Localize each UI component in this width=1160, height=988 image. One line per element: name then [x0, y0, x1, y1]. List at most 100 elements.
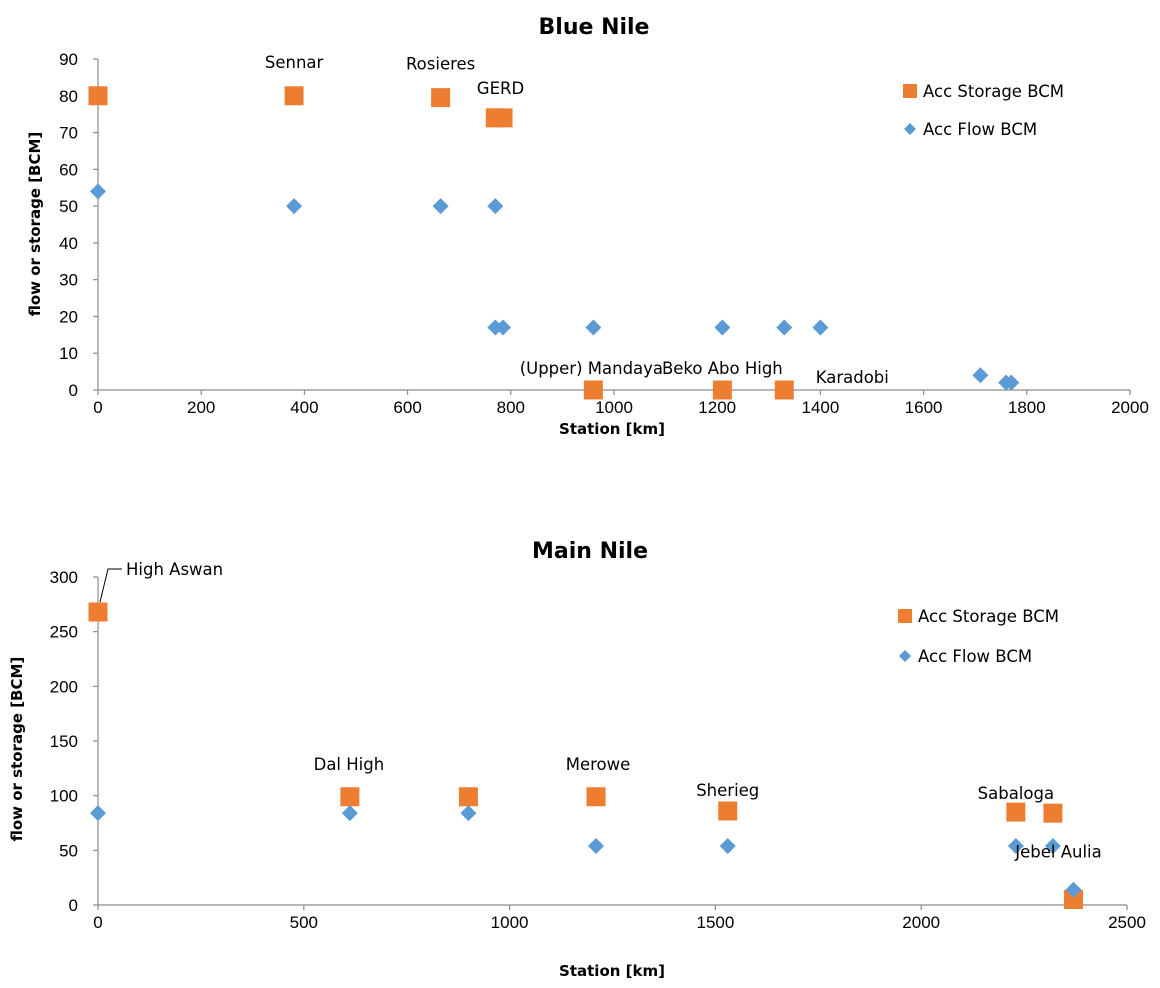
x-tick-label: 2500	[1108, 913, 1146, 932]
legend-swatch-storage	[898, 609, 912, 623]
y-tick-label: 90	[59, 50, 78, 69]
blue-nile-chart: Blue Nile flow or storage [BCM] Station …	[26, 15, 1149, 438]
y-axis-title: flow or storage [BCM]	[8, 657, 26, 842]
storage-point	[458, 787, 478, 807]
legend-label: Acc Storage BCM	[918, 607, 1059, 626]
data-marks	[88, 602, 1083, 910]
x-tick-label: 800	[497, 398, 525, 417]
legend-label: Acc Flow BCM	[918, 647, 1032, 666]
legend-swatch-storage	[903, 84, 917, 98]
storage-point	[1043, 803, 1063, 823]
storage-point	[1006, 802, 1026, 822]
point-label: Sabaloga	[978, 784, 1054, 803]
flow-point	[1007, 837, 1024, 854]
flow-point	[719, 837, 736, 854]
point-label: Sherieg	[696, 781, 759, 800]
point-label: Rosieres	[406, 55, 475, 74]
y-tick-label: 80	[59, 87, 78, 106]
flow-point	[286, 198, 303, 215]
flow-point	[90, 805, 106, 822]
legend-swatch-flow	[899, 650, 911, 662]
x-tick-label: 2000	[902, 913, 940, 932]
flow-point	[341, 805, 358, 822]
flow-point	[1044, 837, 1061, 854]
y-tick-label: 60	[59, 160, 78, 179]
y-tick-label: 10	[59, 344, 78, 363]
x-tick-label: 600	[393, 398, 421, 417]
legend: Acc Storage BCM Acc Flow BCM	[903, 82, 1064, 139]
y-tick-label: 100	[50, 787, 78, 806]
x-tick-label: 0	[93, 913, 102, 932]
y-tick-label: 250	[50, 623, 78, 642]
legend-label: Acc Storage BCM	[923, 82, 1064, 101]
x-tick-label: 1500	[696, 913, 734, 932]
y-tick-label: 70	[59, 124, 78, 143]
point-label: Beko Abo High	[662, 359, 783, 378]
storage-point	[586, 787, 606, 807]
point-annotations: High Aswan Dal High Merowe Sherieg Sabaloga J…	[99, 560, 1102, 862]
y-tick-label: 300	[50, 568, 78, 587]
x-tick-label: 1000	[491, 913, 529, 932]
x-axis-title: Station [km]	[559, 420, 665, 438]
leader-line	[99, 568, 122, 603]
storage-point	[284, 86, 304, 106]
point-label: Merowe	[566, 755, 631, 774]
x-tick-label: 500	[290, 913, 318, 932]
y-axis-title: flow or storage [BCM]	[26, 132, 44, 317]
y-tick-label: 200	[50, 677, 78, 696]
flow-point	[495, 319, 512, 336]
storage-point	[88, 602, 108, 622]
flow-point	[90, 183, 106, 200]
x-tick-label: 2000	[1111, 398, 1149, 417]
storage-point	[712, 380, 732, 400]
x-tick-label: 400	[290, 398, 318, 417]
point-label: (Upper) Mandaya	[520, 359, 663, 378]
x-tick-label: 1600	[905, 398, 943, 417]
y-tick-label: 0	[69, 381, 78, 400]
point-label: Jebel Aulia	[1014, 843, 1102, 862]
flow-point	[487, 198, 504, 215]
y-tick-label: 50	[59, 841, 78, 860]
x-tick-label: 1800	[1008, 398, 1046, 417]
point-label: Sennar	[265, 53, 324, 72]
storage-point	[431, 88, 451, 108]
x-tick-label: 1000	[595, 398, 633, 417]
y-tick-label: 30	[59, 271, 78, 290]
storage-point	[1063, 890, 1083, 910]
flow-point	[776, 319, 793, 336]
flow-point	[972, 367, 989, 384]
x-tick-label: 200	[187, 398, 215, 417]
chart-title: Main Nile	[532, 539, 648, 564]
storage-point	[340, 787, 360, 807]
y-tick-label: 40	[59, 234, 78, 253]
point-label: High Aswan	[126, 560, 223, 579]
tick-labels: 0 500 1000 1500 2000 2500 0 50 100 150 200 250 300	[50, 568, 1146, 932]
point-label: Karadobi	[816, 368, 889, 387]
chart-title: Blue Nile	[539, 15, 650, 40]
legend-swatch-flow	[904, 123, 916, 135]
point-label: Dal High	[314, 755, 385, 774]
x-tick-label: 0	[93, 398, 102, 417]
main-nile-chart: Main Nile flow or storage [BCM] Station …	[8, 539, 1146, 980]
tick-labels: 0 200 400 600 800 1000 1200 1400 1600 1800 2000 0 10…	[59, 50, 1149, 417]
storage-point	[88, 86, 108, 106]
x-axis-title: Station [km]	[559, 962, 665, 980]
flow-point	[588, 837, 605, 854]
flow-point	[1065, 881, 1082, 898]
flow-point	[1003, 374, 1020, 391]
flow-point	[714, 319, 731, 336]
flow-point	[460, 805, 477, 822]
storage-point	[493, 108, 513, 128]
flow-point	[585, 319, 602, 336]
storage-point	[583, 380, 603, 400]
y-tick-label: 150	[50, 732, 78, 751]
y-tick-label: 0	[69, 896, 78, 915]
storage-point	[718, 801, 738, 821]
flow-point	[812, 319, 829, 336]
x-tick-label: 1400	[801, 398, 839, 417]
data-marks	[88, 86, 1020, 400]
y-tick-label: 50	[59, 197, 78, 216]
legend: Acc Storage BCM Acc Flow BCM	[898, 607, 1059, 666]
